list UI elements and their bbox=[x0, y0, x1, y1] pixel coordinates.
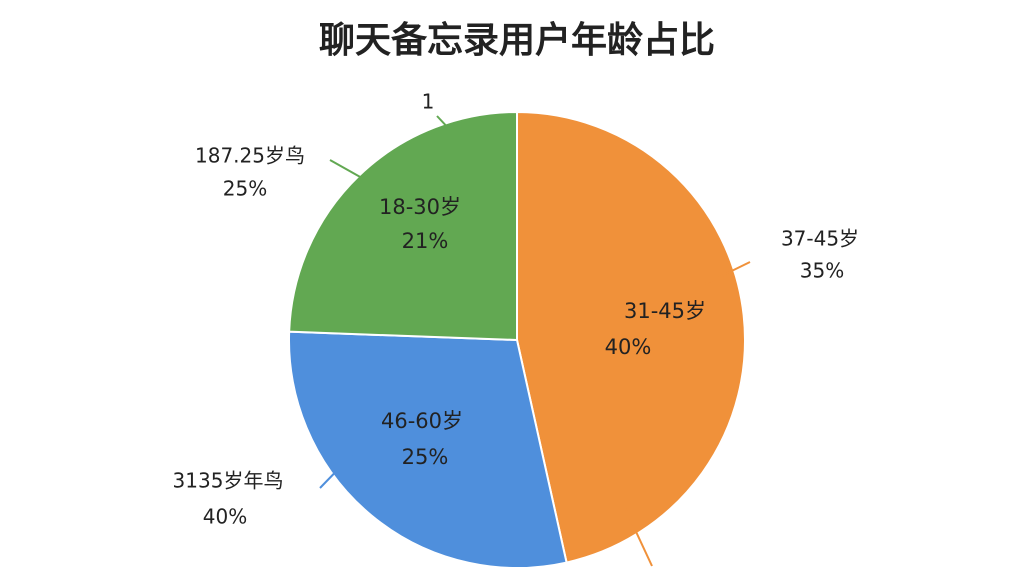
leader-line bbox=[329, 159, 363, 179]
leader-line bbox=[704, 261, 751, 285]
annotation-sub: 25% bbox=[223, 177, 267, 201]
annotation: 37-45岁 bbox=[781, 227, 859, 251]
slice-label: 46-60岁 bbox=[381, 409, 463, 433]
leader-line bbox=[436, 115, 453, 133]
leader-lines bbox=[319, 115, 751, 567]
annotation: 1 bbox=[422, 90, 435, 114]
pie bbox=[288, 110, 746, 569]
annotation-sub: 40% bbox=[203, 505, 247, 529]
annotation: 187.25岁鸟 bbox=[195, 144, 305, 168]
leader-line bbox=[319, 454, 353, 489]
pie-slice bbox=[288, 330, 568, 569]
pie-slice bbox=[288, 110, 518, 342]
chart-title: 聊天备忘录用户年龄占比 bbox=[319, 20, 715, 61]
pie-slice bbox=[516, 110, 746, 564]
slice-value-label: 21% bbox=[402, 229, 449, 253]
slice-value-label: 40% bbox=[605, 335, 652, 359]
slice-value-label: 25% bbox=[402, 445, 449, 469]
leader-line bbox=[624, 507, 653, 567]
annotation: 3135岁年鸟 bbox=[173, 469, 284, 493]
slice-label: 18-30岁 bbox=[379, 195, 461, 219]
annotation-sub: 35% bbox=[800, 259, 844, 283]
slice-label: 31-45岁 bbox=[624, 299, 706, 323]
